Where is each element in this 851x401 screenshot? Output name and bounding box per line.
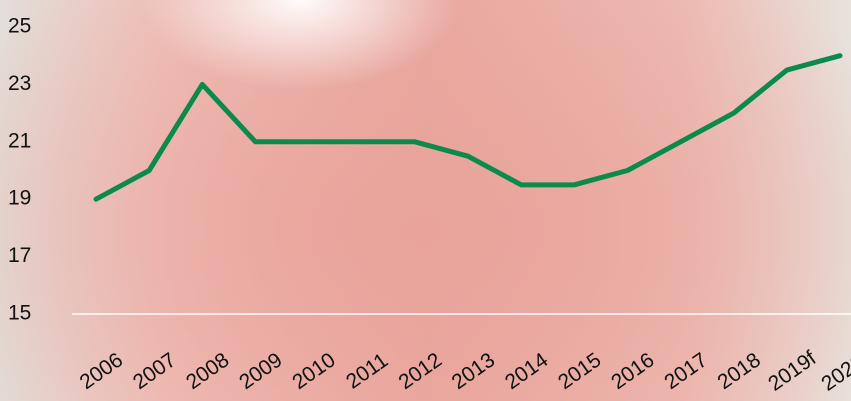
y-tick-label: 23 [8, 72, 31, 95]
y-tick-label: 21 [8, 129, 31, 152]
x-tick-label: 2015 [554, 348, 605, 394]
x-tick-label: 2008 [182, 348, 233, 394]
x-tick-label: 2014 [501, 348, 553, 394]
y-tick-label: 19 [8, 187, 31, 210]
x-tick-label: 2006 [76, 348, 127, 394]
y-tick-label: 17 [8, 244, 31, 267]
x-tick-label: 2020f [817, 347, 851, 396]
data-line [93, 53, 843, 202]
y-tick-label: 25 [8, 15, 31, 38]
x-tick-label: 2016 [607, 348, 658, 394]
x-tick-label: 2011 [342, 349, 392, 394]
x-tick-label: 2018 [713, 348, 764, 394]
x-tick-label: 2019f [764, 347, 820, 396]
x-tick-label: 2010 [288, 348, 339, 394]
x-tick-label: 2012 [395, 348, 446, 394]
x-tick-label: 2013 [448, 348, 499, 394]
x-tick-label: 2017 [660, 348, 711, 394]
x-tick-label: 2007 [129, 348, 180, 394]
y-tick-label: 15 [8, 302, 31, 325]
x-tick-label: 2009 [235, 348, 286, 394]
